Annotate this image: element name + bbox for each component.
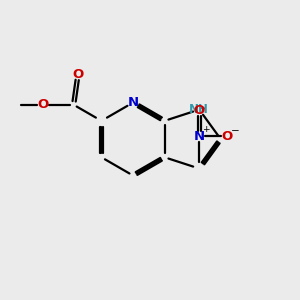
Text: O: O (72, 68, 84, 81)
Text: O: O (38, 98, 49, 111)
Text: O: O (194, 104, 205, 117)
Text: O: O (221, 130, 233, 143)
Text: NH: NH (189, 103, 209, 116)
Text: N: N (194, 130, 205, 143)
Text: +: + (202, 125, 209, 134)
Text: methyl: methyl (0, 299, 1, 300)
Text: N: N (128, 96, 139, 109)
Text: −: − (231, 126, 239, 136)
